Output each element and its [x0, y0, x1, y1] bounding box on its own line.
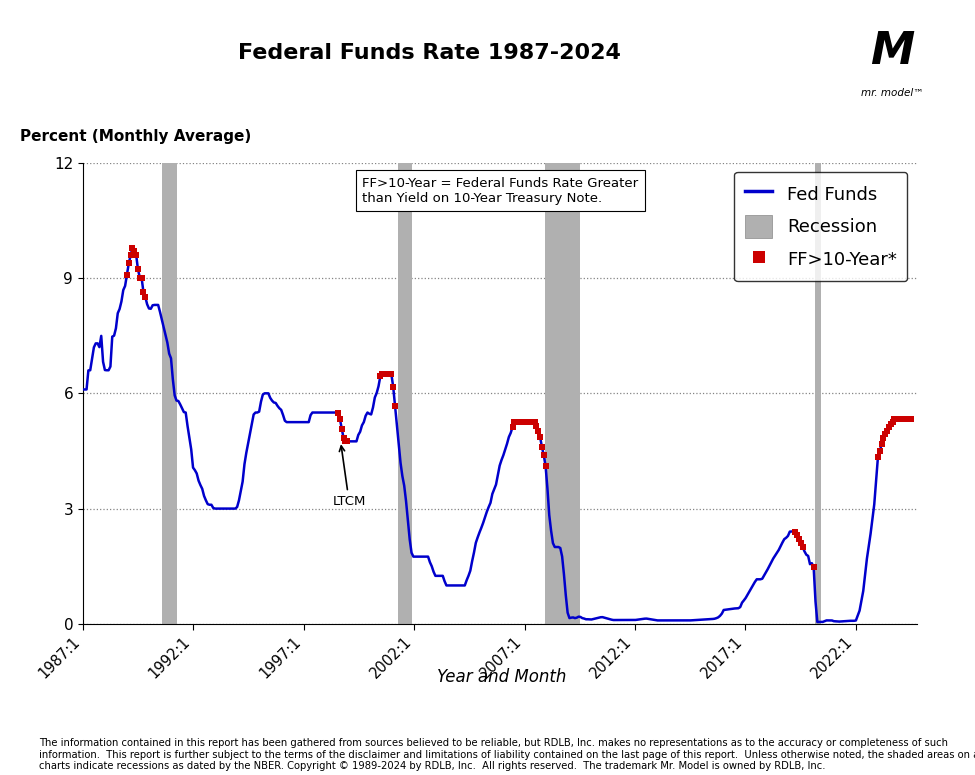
Point — [888, 413, 904, 425]
Point — [894, 413, 910, 425]
Point — [334, 422, 350, 435]
Point — [878, 429, 893, 441]
Legend: Fed Funds, Recession, FF>10-Year*: Fed Funds, Recession, FF>10-Year* — [734, 172, 908, 281]
Point — [119, 269, 135, 281]
Text: Federal Funds Rate 1987-2024: Federal Funds Rate 1987-2024 — [238, 43, 620, 63]
Point — [378, 368, 394, 381]
Point — [530, 425, 546, 437]
Point — [129, 249, 144, 261]
Point — [516, 415, 531, 428]
Point — [372, 370, 388, 383]
Point — [892, 413, 908, 425]
Point — [508, 416, 524, 429]
Point — [125, 242, 140, 254]
Point — [127, 245, 142, 257]
Bar — [398, 163, 412, 624]
Point — [886, 413, 902, 425]
Point — [514, 416, 529, 429]
Point — [528, 420, 544, 432]
Point — [524, 416, 539, 429]
Text: Year and Month: Year and Month — [438, 668, 566, 686]
Text: Percent (Monthly Average): Percent (Monthly Average) — [20, 129, 252, 144]
Point — [331, 406, 346, 419]
Point — [901, 413, 916, 425]
Text: The information contained in this report has been gathered from sources believed: The information contained in this report… — [39, 738, 975, 771]
Bar — [545, 163, 580, 624]
Point — [795, 541, 810, 553]
Point — [870, 451, 885, 463]
Point — [381, 368, 397, 381]
Point — [383, 368, 399, 381]
Point — [885, 415, 901, 428]
Text: M: M — [870, 30, 915, 74]
Point — [791, 532, 806, 545]
Point — [806, 561, 822, 574]
Point — [134, 272, 149, 284]
Point — [332, 413, 348, 425]
Point — [534, 441, 550, 453]
Point — [522, 416, 537, 429]
Bar — [162, 163, 176, 624]
Point — [121, 257, 137, 270]
Point — [130, 264, 145, 276]
Point — [374, 367, 390, 380]
Point — [507, 416, 523, 429]
Point — [879, 425, 895, 437]
Point — [900, 413, 916, 425]
Point — [890, 413, 906, 425]
Point — [526, 415, 542, 428]
Point — [137, 291, 153, 303]
Point — [518, 415, 533, 428]
Point — [136, 286, 151, 298]
Point — [876, 432, 891, 444]
Point — [898, 413, 914, 425]
Point — [793, 536, 808, 549]
Point — [532, 431, 548, 443]
Point — [380, 368, 396, 381]
Point — [525, 416, 540, 429]
Point — [339, 435, 355, 447]
Point — [881, 421, 897, 433]
Point — [883, 418, 899, 431]
Text: LTCM: LTCM — [332, 446, 366, 508]
Point — [510, 416, 526, 429]
Point — [337, 435, 353, 447]
Point — [896, 413, 912, 425]
Point — [874, 438, 889, 450]
Point — [505, 421, 521, 433]
Point — [376, 368, 392, 381]
Point — [788, 525, 803, 538]
Point — [385, 381, 401, 393]
Point — [512, 416, 527, 429]
Point — [387, 400, 403, 412]
Point — [520, 415, 535, 428]
Point — [123, 250, 138, 262]
Point — [132, 271, 147, 284]
Point — [538, 460, 554, 472]
Point — [903, 413, 918, 425]
Point — [335, 432, 351, 445]
Text: FF>10-Year = Federal Funds Rate Greater
than Yield on 10-Year Treasury Note.: FF>10-Year = Federal Funds Rate Greater … — [362, 177, 639, 205]
Bar — [815, 163, 821, 624]
Text: mr. model™: mr. model™ — [861, 88, 923, 98]
Point — [872, 445, 887, 457]
Point — [536, 449, 552, 461]
Point — [790, 529, 805, 542]
